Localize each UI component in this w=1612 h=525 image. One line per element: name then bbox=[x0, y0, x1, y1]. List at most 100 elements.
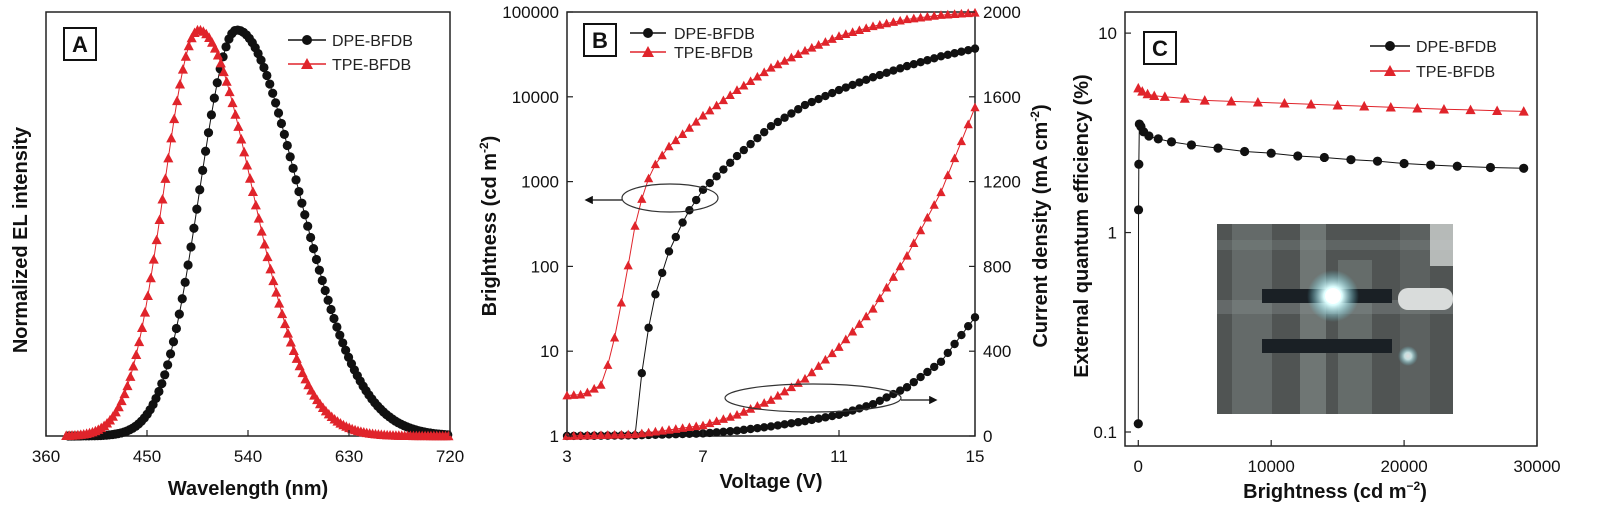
b-ytick-label-0: 1 bbox=[550, 427, 559, 446]
a-point-1-54 bbox=[218, 66, 229, 77]
b-bright-point-1-9 bbox=[623, 260, 633, 270]
b-current-point-0-40 bbox=[834, 410, 844, 419]
a-point-0-82 bbox=[303, 221, 313, 231]
c-point-1-7 bbox=[1226, 96, 1237, 106]
a-point-1-32 bbox=[154, 214, 165, 225]
a-point-0-37 bbox=[171, 323, 182, 334]
b-bright-point-1-50 bbox=[902, 14, 912, 24]
a-point-1-61 bbox=[239, 146, 250, 157]
b-current-point-1-22 bbox=[711, 416, 722, 426]
b-current-point-1-7 bbox=[609, 429, 620, 439]
legend-tpe-a: TPE-BFDB bbox=[332, 57, 411, 74]
a-point-0-78 bbox=[291, 175, 301, 185]
a-point-1-43 bbox=[186, 32, 197, 43]
b-current-point-1-40 bbox=[834, 342, 844, 351]
a-point-0-76 bbox=[285, 152, 295, 162]
a-point-0-83 bbox=[306, 232, 316, 243]
b-bright-point-0-34 bbox=[794, 105, 803, 114]
panel-a-plot-area bbox=[45, 11, 451, 437]
b-bright-point-0-60 bbox=[970, 44, 980, 53]
c-point-0-8 bbox=[1166, 137, 1177, 147]
a-point-0-80 bbox=[297, 198, 307, 208]
a-point-0-88 bbox=[320, 285, 330, 296]
a-point-1-76 bbox=[282, 328, 294, 338]
a-point-1-59 bbox=[233, 121, 244, 131]
b-y2tick-label-0: 0 bbox=[983, 427, 992, 446]
a-point-0-94 bbox=[338, 338, 348, 348]
b-current-point-1-41 bbox=[841, 334, 851, 344]
b-bright-point-0-51 bbox=[909, 59, 918, 69]
a-point-1-60 bbox=[236, 133, 247, 144]
b-y2tick-label-2: 800 bbox=[983, 257, 1011, 276]
b-current-point-0-45 bbox=[868, 400, 878, 409]
b-current-point-1-18 bbox=[684, 422, 695, 432]
c-point-1-16 bbox=[1465, 104, 1476, 115]
b-current-point-1-30 bbox=[766, 395, 776, 404]
b-bright-point-1-35 bbox=[800, 45, 810, 55]
b-bright-point-0-48 bbox=[889, 66, 898, 75]
b-bright-point-1-52 bbox=[915, 12, 926, 22]
b-current-point-1-48 bbox=[888, 272, 899, 281]
b-bright-point-1-1 bbox=[569, 390, 579, 399]
b-current-point-0-53 bbox=[923, 367, 932, 377]
b-current-point-1-38 bbox=[820, 354, 831, 364]
b-current-point-0-18 bbox=[685, 429, 694, 439]
b-current-point-1-24 bbox=[725, 412, 735, 421]
brightness-ellipse bbox=[621, 183, 719, 213]
b-bright-point-1-47 bbox=[881, 18, 892, 28]
panel-a-label: A bbox=[72, 32, 88, 57]
a-point-0-93 bbox=[335, 330, 345, 340]
b-current-point-1-56 bbox=[943, 170, 953, 180]
b-bright-point-0-44 bbox=[862, 75, 871, 85]
b-bright-point-0-33 bbox=[787, 109, 796, 118]
legend-marker-tpe-c bbox=[1384, 65, 1396, 76]
b-current-point-1-53 bbox=[922, 212, 933, 222]
a-point-0-69 bbox=[265, 79, 275, 89]
panel-b-plot-area bbox=[566, 11, 976, 437]
b-current-point-0-27 bbox=[746, 424, 755, 434]
panel-c-label-box bbox=[1143, 31, 1177, 65]
b-bright-point-1-5 bbox=[596, 380, 606, 389]
c-ytick-label-0: 0.1 bbox=[1093, 423, 1117, 442]
b-bright-point-0-41 bbox=[841, 83, 850, 92]
b-bright-point-1-36 bbox=[807, 42, 817, 52]
a-point-1-38 bbox=[172, 95, 183, 106]
b-bright-point-0-57 bbox=[950, 49, 959, 58]
b-bright-point-1-14 bbox=[657, 150, 667, 160]
c-point-0-7 bbox=[1153, 134, 1163, 144]
legend-dpe-b: DPE-BFDB bbox=[674, 26, 755, 43]
b-bright-point-1-20 bbox=[698, 110, 708, 120]
b-bright-point-1-4 bbox=[589, 383, 599, 393]
a-point-0-42 bbox=[186, 242, 196, 252]
a-point-1-41 bbox=[180, 51, 191, 61]
a-point-1-26 bbox=[137, 322, 148, 332]
legend-marker-dpe-b bbox=[643, 28, 653, 38]
b-ytick-label-5: 100000 bbox=[502, 3, 559, 22]
a-point-0-84 bbox=[308, 244, 319, 254]
b-bright-point-1-13 bbox=[650, 159, 661, 169]
a-point-0-72 bbox=[273, 108, 284, 118]
b-current-point-1-23 bbox=[718, 414, 729, 423]
c-point-0-19 bbox=[1452, 161, 1462, 171]
a-point-0-91 bbox=[329, 313, 339, 324]
panel-b-series bbox=[562, 7, 980, 441]
b-current-point-0-46 bbox=[875, 396, 884, 406]
b-bright-point-1-53 bbox=[922, 11, 933, 21]
a-point-0-87 bbox=[317, 275, 327, 286]
b-bright-point-0-47 bbox=[882, 68, 891, 78]
b-bright-point-1-49 bbox=[895, 15, 905, 25]
b-current-point-1-51 bbox=[909, 238, 919, 247]
b-bright-point-1-37 bbox=[813, 40, 824, 49]
b-current-point-0-24 bbox=[726, 427, 735, 436]
c-point-0-1 bbox=[1133, 205, 1144, 215]
b-current-point-0-58 bbox=[957, 330, 966, 340]
b-bright-point-0-38 bbox=[821, 91, 830, 101]
a-point-1-58 bbox=[230, 109, 241, 119]
c-point-1-5 bbox=[1179, 93, 1190, 103]
a-point-0-45 bbox=[195, 185, 205, 195]
a-point-1-31 bbox=[151, 234, 162, 245]
b-bright-point-0-49 bbox=[896, 64, 905, 73]
b-bright-point-1-6 bbox=[603, 360, 613, 369]
b-ytick-label-2: 100 bbox=[531, 257, 559, 276]
panel-b: 3 7 11 15 1 10 100 1000 10000 100000 0 400 800 1200 16… bbox=[477, 3, 1052, 493]
